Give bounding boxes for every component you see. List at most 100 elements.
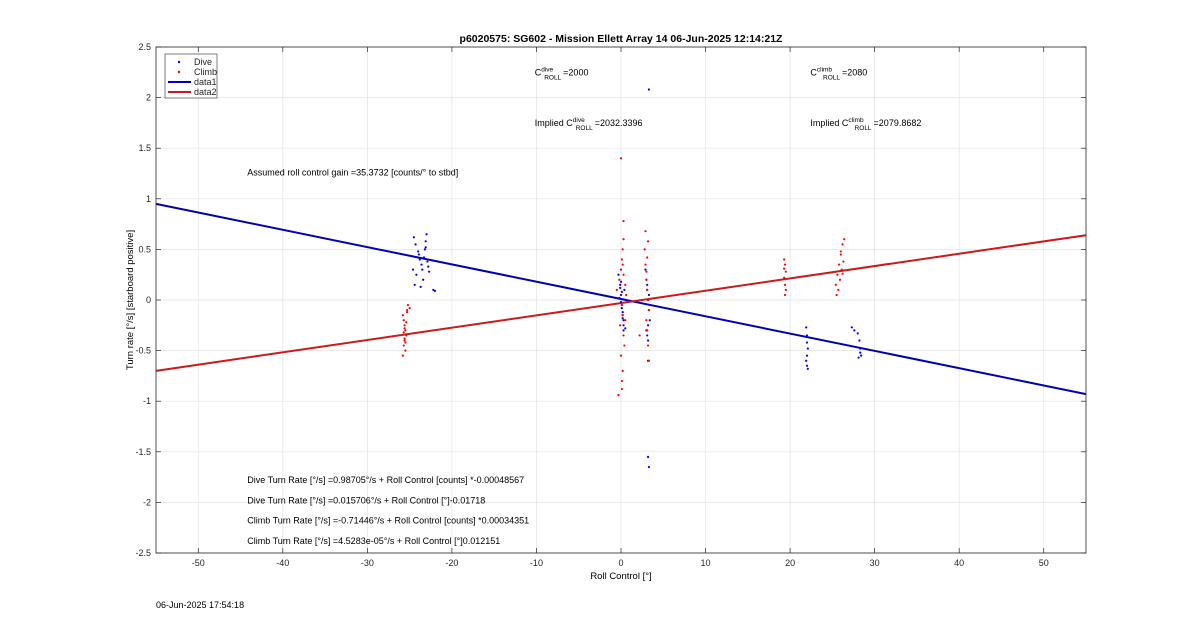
dive-point bbox=[805, 326, 808, 329]
dive-point bbox=[421, 268, 424, 271]
dive-point bbox=[621, 311, 624, 314]
climb-point bbox=[838, 278, 842, 281]
climb-point bbox=[837, 288, 840, 291]
annotation-text: Cclimb ROLL=2080 bbox=[810, 66, 867, 81]
climb-point bbox=[405, 334, 408, 337]
climb-point bbox=[784, 270, 787, 273]
climb-point bbox=[621, 248, 624, 251]
dive-point bbox=[425, 233, 428, 236]
climb-point bbox=[839, 253, 842, 256]
climb-point bbox=[618, 278, 621, 281]
climb-point bbox=[406, 309, 409, 312]
climb-point bbox=[784, 288, 787, 291]
dive-point bbox=[416, 250, 420, 253]
climb-point bbox=[621, 263, 624, 266]
chart-title: p6020575: SG602 - Mission Ellett Array 1… bbox=[460, 33, 784, 45]
climb-point bbox=[783, 276, 786, 279]
annotation-text: Climb Turn Rate [°/s] =-0.71446°/s + Rol… bbox=[247, 516, 529, 526]
dive-point bbox=[805, 359, 808, 362]
climb-point bbox=[783, 263, 787, 266]
dive-point bbox=[623, 288, 626, 291]
climb-point bbox=[404, 349, 407, 352]
climb-point bbox=[646, 329, 649, 332]
dive-point bbox=[850, 326, 853, 329]
legend-label: Dive bbox=[194, 57, 212, 67]
climb-point bbox=[624, 293, 628, 297]
climb-point bbox=[622, 219, 625, 223]
climb-point bbox=[647, 359, 651, 362]
dive-point bbox=[418, 258, 421, 261]
annotation-text: Climb Turn Rate [°/s] =4.5283e-05°/s + R… bbox=[247, 536, 500, 546]
x-tick-label: -10 bbox=[530, 558, 543, 568]
climb-point bbox=[622, 238, 625, 241]
climb-point bbox=[838, 263, 841, 266]
legend-label: data1 bbox=[194, 77, 217, 87]
dive-point bbox=[419, 285, 422, 288]
climb-point bbox=[839, 250, 842, 253]
climb-point bbox=[403, 337, 406, 340]
x-tick-label: -50 bbox=[192, 558, 205, 568]
x-tick-label: 30 bbox=[870, 558, 880, 568]
x-tick-label: -40 bbox=[276, 558, 289, 568]
climb-point bbox=[783, 283, 787, 286]
y-axis-label: Turn rate [°/s] [starboard positive] bbox=[125, 230, 136, 370]
dive-point bbox=[805, 354, 809, 357]
series-points bbox=[401, 88, 863, 469]
dive-point bbox=[618, 296, 621, 300]
dive-point bbox=[619, 293, 623, 297]
climb-point bbox=[620, 387, 623, 391]
y-tick-label: 2 bbox=[146, 93, 151, 103]
dive-point bbox=[427, 270, 431, 273]
dive-point bbox=[859, 347, 862, 350]
annotation-text: Dive Turn Rate [°/s] =0.015706°/s + Roll… bbox=[247, 495, 485, 505]
dive-point bbox=[647, 465, 651, 469]
climb-point bbox=[646, 256, 649, 259]
dive-point bbox=[412, 236, 415, 239]
dive-point bbox=[415, 273, 418, 276]
dive-point bbox=[433, 289, 437, 292]
dive-point bbox=[648, 319, 651, 322]
climb-point bbox=[621, 369, 624, 372]
annotation-text: Assumed roll control gain =35.3732 [coun… bbox=[247, 168, 458, 178]
dive-point bbox=[646, 324, 650, 327]
climb-point bbox=[643, 248, 646, 251]
climb-point bbox=[408, 306, 411, 310]
climb-point bbox=[619, 354, 623, 357]
climb-point bbox=[644, 230, 647, 233]
x-tick-label: 20 bbox=[785, 558, 795, 568]
dive-point bbox=[805, 334, 809, 337]
climb-point bbox=[402, 331, 405, 334]
dive-point bbox=[414, 243, 417, 246]
climb-point bbox=[401, 354, 404, 357]
x-tick-label: -20 bbox=[445, 558, 458, 568]
y-tick-label: 0 bbox=[146, 295, 151, 305]
dive-point bbox=[619, 280, 623, 283]
annotation-text: Implied Cdive ROLL=2032.3396 bbox=[535, 117, 643, 132]
climb-point bbox=[624, 319, 627, 322]
climb-point bbox=[645, 270, 648, 273]
dive-point bbox=[423, 248, 426, 251]
x-tick-label: 10 bbox=[701, 558, 711, 568]
climb-point bbox=[841, 272, 844, 275]
dive-point bbox=[620, 306, 623, 310]
annotations: Cdive ROLL=2000 Cclimb ROLL=2080 Implied Cdi… bbox=[247, 66, 921, 546]
climb-point bbox=[623, 344, 626, 347]
dive-point bbox=[647, 293, 651, 297]
climb-point bbox=[403, 327, 406, 330]
axis-ticks: -50 -40 -30 -20 -10 0 10 20 30 40 50-2.5-2-1.5-1-0… bbox=[135, 42, 1086, 568]
dive-point bbox=[621, 317, 624, 320]
y-tick-label: -2 bbox=[143, 497, 151, 507]
data1-line bbox=[155, 202, 1087, 396]
dive-point bbox=[426, 260, 429, 263]
dive-point bbox=[427, 265, 430, 268]
dive-point bbox=[646, 334, 649, 337]
dive-point bbox=[619, 283, 622, 286]
dive-point bbox=[646, 339, 650, 342]
climb-point bbox=[646, 344, 650, 347]
x-axis-label: Roll Control [°] bbox=[590, 571, 651, 582]
dive-point bbox=[422, 278, 425, 281]
climb-point bbox=[619, 268, 623, 271]
dive-point bbox=[624, 327, 627, 330]
